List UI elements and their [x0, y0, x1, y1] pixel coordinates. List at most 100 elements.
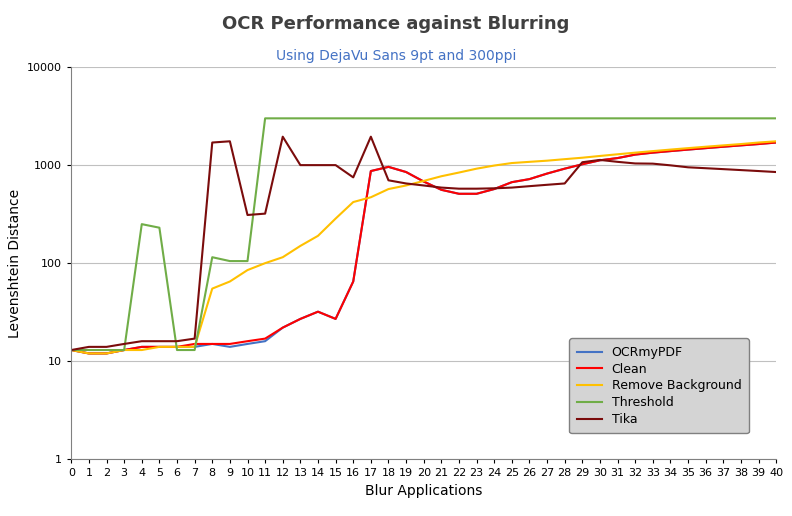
Clean — [525, 176, 535, 182]
OCRmyPDF — [577, 161, 587, 167]
Tika — [701, 165, 710, 171]
Clean — [419, 179, 428, 185]
Remove Background — [120, 347, 129, 353]
Remove Background — [489, 163, 499, 169]
OCRmyPDF — [701, 145, 710, 151]
Clean — [173, 344, 182, 350]
Clean — [314, 309, 323, 315]
Tika — [737, 167, 746, 173]
Tika — [120, 341, 129, 347]
Threshold — [701, 115, 710, 121]
OCRmyPDF — [737, 142, 746, 149]
Clean — [101, 350, 111, 357]
Clean — [331, 316, 341, 322]
Remove Background — [648, 148, 657, 154]
Threshold — [101, 347, 111, 353]
Threshold — [190, 347, 200, 353]
OCRmyPDF — [525, 176, 535, 182]
OCRmyPDF — [613, 155, 623, 161]
Threshold — [120, 347, 129, 353]
Tika — [472, 186, 482, 192]
Threshold — [472, 115, 482, 121]
Tika — [348, 174, 358, 181]
Remove Background — [173, 344, 182, 350]
Clean — [560, 166, 569, 172]
Clean — [137, 344, 147, 350]
Tika — [261, 211, 270, 217]
X-axis label: Blur Applications: Blur Applications — [365, 484, 482, 498]
OCRmyPDF — [771, 139, 781, 146]
OCRmyPDF — [348, 279, 358, 285]
Tika — [525, 183, 535, 189]
Threshold — [366, 115, 375, 121]
OCRmyPDF — [137, 344, 147, 350]
Threshold — [737, 115, 746, 121]
Remove Background — [84, 350, 93, 357]
Remove Background — [295, 243, 305, 249]
Threshold — [208, 254, 217, 260]
Line: Remove Background: Remove Background — [71, 141, 776, 353]
Clean — [278, 325, 287, 331]
OCRmyPDF — [402, 169, 411, 175]
Clean — [718, 143, 728, 150]
Clean — [242, 338, 252, 344]
OCRmyPDF — [384, 164, 394, 170]
Remove Background — [242, 267, 252, 273]
Remove Background — [543, 157, 552, 164]
Threshold — [295, 115, 305, 121]
OCRmyPDF — [331, 316, 341, 322]
Clean — [190, 341, 200, 347]
OCRmyPDF — [472, 191, 482, 197]
Clean — [366, 168, 375, 174]
Clean — [596, 157, 605, 164]
Remove Background — [507, 160, 516, 166]
Threshold — [665, 115, 675, 121]
Clean — [402, 169, 411, 175]
Threshold — [507, 115, 516, 121]
OCRmyPDF — [67, 347, 76, 353]
Remove Background — [402, 182, 411, 188]
Clean — [472, 191, 482, 197]
Clean — [120, 347, 129, 353]
OCRmyPDF — [560, 166, 569, 172]
Remove Background — [384, 186, 394, 192]
Clean — [295, 316, 305, 322]
Tika — [665, 162, 675, 168]
Tika — [225, 138, 234, 144]
Threshold — [613, 115, 623, 121]
Remove Background — [348, 199, 358, 205]
Remove Background — [366, 194, 375, 200]
Threshold — [683, 115, 693, 121]
Text: OCR Performance against Blurring: OCR Performance against Blurring — [223, 15, 569, 34]
Clean — [771, 139, 781, 146]
Remove Background — [525, 159, 535, 165]
OCRmyPDF — [596, 157, 605, 164]
Clean — [648, 150, 657, 156]
OCRmyPDF — [683, 147, 693, 153]
Tika — [771, 169, 781, 175]
Remove Background — [455, 169, 464, 175]
Clean — [577, 161, 587, 167]
OCRmyPDF — [366, 168, 375, 174]
Remove Background — [436, 173, 446, 180]
OCRmyPDF — [84, 350, 93, 357]
Line: Clean: Clean — [71, 142, 776, 353]
OCRmyPDF — [419, 179, 428, 185]
Remove Background — [665, 147, 675, 153]
Clean — [701, 145, 710, 151]
Clean — [436, 187, 446, 193]
Remove Background — [472, 166, 482, 172]
OCRmyPDF — [208, 341, 217, 347]
Threshold — [436, 115, 446, 121]
Threshold — [67, 347, 76, 353]
Tika — [402, 181, 411, 187]
Remove Background — [314, 233, 323, 239]
Threshold — [489, 115, 499, 121]
Threshold — [543, 115, 552, 121]
Remove Background — [630, 150, 640, 156]
OCRmyPDF — [120, 347, 129, 353]
Tika — [683, 164, 693, 170]
Remove Background — [154, 344, 164, 350]
Tika — [384, 177, 394, 183]
Threshold — [771, 115, 781, 121]
